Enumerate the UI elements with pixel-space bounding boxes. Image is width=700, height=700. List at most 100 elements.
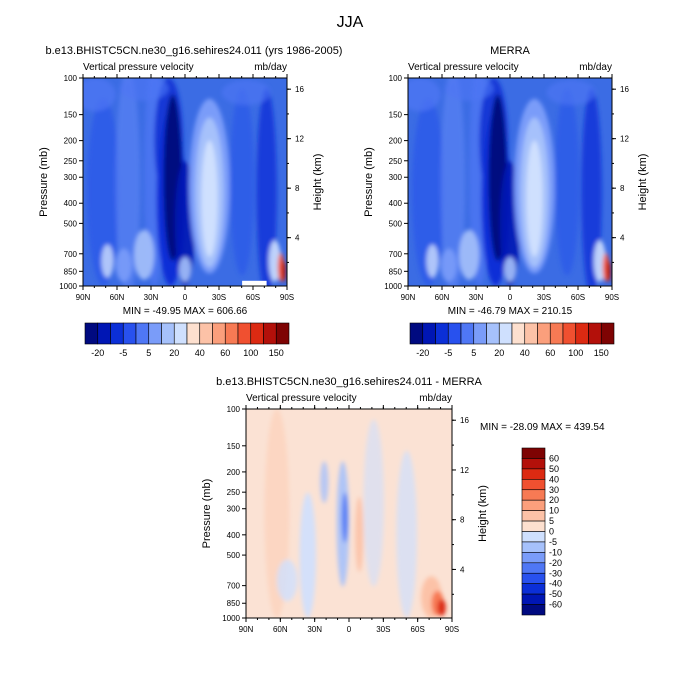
p-tick-label: 400	[64, 199, 78, 208]
colorbar-box	[435, 322, 449, 345]
colorbar-label: -10	[549, 547, 562, 557]
ylabel-right: Height (km)	[637, 154, 649, 211]
colorbar-box	[148, 322, 162, 345]
h-tick-label: 12	[460, 466, 469, 475]
ylabel-right: Height (km)	[312, 154, 324, 211]
contour-blob	[87, 98, 120, 286]
colorbar-box	[498, 322, 513, 345]
min-max-stats: MIN = -28.09 MAX = 439.54	[480, 422, 605, 433]
colorbar-label: -60	[549, 600, 562, 610]
x-tick-label: 60S	[246, 293, 260, 302]
x-tick-label: 90S	[445, 625, 459, 634]
h-tick-label: 12	[620, 135, 629, 144]
colorbar-box	[521, 593, 546, 605]
p-tick-label: 1000	[222, 614, 240, 623]
contour-blob	[221, 80, 271, 106]
colorbar-box	[110, 322, 124, 345]
p-tick-label: 700	[227, 582, 241, 591]
colorbar-label: -20	[549, 558, 562, 568]
right-string: mb/day	[579, 62, 612, 73]
x-tick-label: 90S	[605, 293, 619, 302]
colorbar-box	[521, 489, 546, 501]
colorbar-label: -40	[549, 579, 562, 589]
colorbar-label: -50	[549, 589, 562, 599]
colorbar-box	[263, 322, 277, 345]
x-tick-label: 0	[183, 293, 188, 302]
colorbar-box	[122, 322, 137, 345]
contour-blob	[101, 244, 114, 278]
contour-blob	[134, 229, 155, 280]
colorbar-label: 150	[594, 348, 609, 358]
contour-blob	[115, 248, 132, 282]
contour-blob	[554, 88, 580, 276]
p-tick-label: 250	[389, 157, 403, 166]
contour-blob	[408, 78, 441, 112]
colorbar-box	[549, 322, 564, 345]
contour-blob	[363, 419, 385, 587]
colorbar-label: 30	[549, 485, 559, 495]
colorbar-label: 40	[195, 348, 205, 358]
p-tick-label: 300	[227, 505, 241, 514]
colorbar-label: 10	[549, 506, 559, 516]
colorbar-label: 5	[471, 348, 476, 358]
p-tick-label: 850	[389, 267, 403, 276]
colorbar-label: -20	[91, 348, 104, 358]
colorbar-label: 20	[169, 348, 179, 358]
colorbar-box	[524, 322, 538, 345]
contour-blob	[268, 240, 281, 282]
right-string: mb/day	[254, 62, 287, 73]
p-tick-label: 150	[389, 111, 403, 120]
x-tick-label: 0	[508, 293, 513, 302]
p-tick-label: 850	[227, 599, 241, 608]
colorbar-box	[511, 322, 526, 345]
x-tick-label: 30S	[537, 293, 551, 302]
colorbar-box	[600, 322, 615, 345]
contour-blob	[444, 78, 494, 101]
contour-blob	[299, 492, 317, 618]
ylabel: Pressure (mb)	[38, 147, 50, 217]
contour-blob	[440, 78, 466, 286]
contour-blob	[281, 261, 286, 282]
contour-field	[83, 78, 287, 286]
colorbar-box	[521, 562, 546, 574]
colorbar-box	[521, 531, 546, 543]
colorbar-box	[575, 322, 589, 345]
colorbars: -20 -5 5 20 40 60 100 150 -20 -5 5 20 40 60 100 1506050…	[84, 322, 615, 616]
p-tick-label: 500	[64, 219, 78, 228]
p-tick-label: 150	[227, 442, 241, 451]
colorbar-label: 60	[545, 348, 555, 358]
contour-blob	[178, 256, 192, 282]
x-tick-label: 90N	[401, 293, 416, 302]
x-tick-label: 60N	[273, 625, 288, 634]
contour-blob	[355, 496, 364, 573]
contour-blob	[119, 78, 169, 101]
contour-blob	[341, 492, 348, 543]
colorbar-box	[84, 322, 99, 345]
x-tick-label: 30S	[212, 293, 226, 302]
figure-title: JJA	[337, 14, 364, 31]
contour-blob	[437, 599, 446, 616]
p-tick-label: 700	[389, 250, 403, 259]
colorbar-box	[97, 322, 111, 345]
colorbar-label: 150	[269, 348, 284, 358]
p-tick-label: 200	[227, 468, 241, 477]
colorbar-label: 5	[549, 516, 554, 526]
p-tick-label: 1000	[384, 282, 402, 291]
colorbar-box	[447, 322, 462, 345]
contour-blob	[320, 461, 329, 504]
colorbar-label: 50	[549, 464, 559, 474]
colorbar-box	[521, 479, 546, 491]
p-tick-label: 100	[389, 74, 403, 83]
left-string: Vertical pressure velocity	[83, 62, 194, 73]
colorbar-box	[199, 322, 213, 345]
x-tick-label: 60S	[571, 293, 585, 302]
x-tick-label: 60N	[110, 293, 125, 302]
ylabel-right: Height (km)	[477, 485, 489, 542]
colorbar-box	[173, 322, 188, 345]
colorbar-label: 60	[549, 453, 559, 463]
colorbar-box	[521, 583, 546, 595]
h-tick-label: 8	[295, 184, 300, 193]
colorbar-label: 20	[494, 348, 504, 358]
colorbar-box	[521, 541, 546, 553]
colorbar-box	[521, 499, 546, 511]
